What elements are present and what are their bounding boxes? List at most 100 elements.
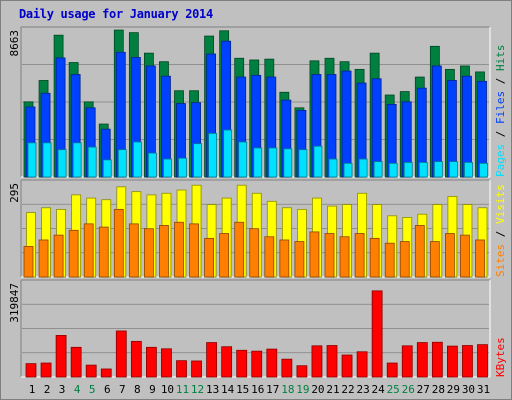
pages-bar (117, 149, 127, 178)
day-label: 18 (281, 383, 294, 396)
kbytes-bar (477, 344, 488, 378)
day-label: 15 (236, 383, 249, 396)
day-label: 3 (59, 383, 66, 396)
sites-bar (475, 239, 485, 278)
files-bar (462, 75, 472, 178)
pages-bar (42, 142, 52, 178)
kbytes-bar (221, 346, 233, 378)
files-bar (477, 80, 487, 178)
day-label: 28 (432, 383, 445, 396)
kbytes-bar (85, 364, 97, 378)
sites-bar (414, 225, 425, 278)
kbytes-bar (115, 330, 127, 378)
kbytes-bar (176, 360, 187, 378)
kbytes-bar (416, 342, 428, 378)
day-label: 26 (402, 383, 415, 396)
hits-ymax-label: 8663 (8, 30, 21, 57)
kbytes-bar (401, 345, 413, 378)
pages-bar (238, 141, 248, 178)
day-label: 31 (477, 383, 490, 396)
sites-bar (38, 239, 49, 278)
kbytes-bar (296, 365, 308, 378)
pages-bar (268, 147, 278, 178)
kbytes-bar (251, 350, 263, 378)
pages-bar (343, 162, 353, 178)
day-label: 17 (266, 383, 279, 396)
sites-bar (264, 236, 275, 278)
sites-bar (98, 226, 109, 278)
sites-bar (249, 228, 260, 278)
pages-bar (418, 162, 428, 178)
pages-bar (313, 145, 323, 178)
kbytes-bar (266, 348, 278, 378)
pages-bar (283, 148, 293, 178)
day-label: 16 (251, 383, 264, 396)
visits-sites-legend: Sites / Visits (494, 184, 507, 277)
pages-bar (72, 142, 82, 178)
sites-bar (159, 225, 169, 278)
sites-bar (174, 221, 184, 278)
kbytes-legend: KBytes (494, 337, 507, 377)
pages-bar (433, 161, 443, 178)
sites-bar (83, 223, 94, 278)
day-label: 10 (161, 383, 174, 396)
kbytes-bar (161, 348, 172, 378)
sites-bar (23, 246, 34, 278)
day-label: 13 (206, 383, 219, 396)
pages-bar (223, 129, 233, 178)
files-bar (341, 70, 352, 178)
visits-sites-legend-sites: Sites (494, 244, 507, 277)
pages-bar (132, 141, 142, 178)
kbytes-bar (130, 340, 142, 378)
day-label: 20 (311, 383, 324, 396)
sites-bar (113, 208, 124, 278)
pages-bar (298, 149, 308, 178)
sites-bar (234, 221, 245, 278)
pages-bar (464, 162, 473, 178)
day-label: 23 (356, 383, 369, 396)
kbytes-bar (281, 358, 293, 378)
kbytes-ymax-label: 319847 (8, 283, 21, 323)
day-label: 30 (462, 383, 475, 396)
day-label: 22 (341, 383, 354, 396)
sites-bar (189, 223, 199, 278)
kbytes-bar (236, 349, 248, 378)
sites-bar (128, 223, 139, 278)
day-label: 5 (89, 383, 96, 396)
pages-bar (57, 149, 67, 178)
kbytes-bar (40, 362, 52, 378)
kbytes-bar (55, 335, 67, 378)
sites-bar (460, 234, 470, 278)
day-label: 29 (447, 383, 460, 396)
sites-bar (219, 233, 230, 278)
pages-bar (358, 158, 368, 178)
day-label: 11 (176, 383, 189, 396)
sites-bar (279, 239, 290, 278)
sites-bar (53, 234, 64, 278)
visits-sites-legend-visits: Visits (494, 184, 507, 224)
pages-bar (448, 161, 458, 178)
pages-bar (373, 161, 383, 178)
day-label: 4 (74, 383, 81, 396)
pages-bar (479, 162, 488, 178)
sites-bar (68, 229, 79, 278)
sites-bar (294, 241, 305, 278)
sites-bar (339, 236, 350, 278)
day-label: 21 (326, 383, 339, 396)
sites-bar (444, 233, 455, 278)
kbytes-bar (311, 345, 323, 378)
sites-bar (324, 233, 335, 278)
kbytes-bar (462, 345, 473, 378)
sites-bar (384, 242, 395, 278)
day-label: 25 (387, 383, 400, 396)
day-label: 27 (417, 383, 430, 396)
day-label: 8 (134, 383, 141, 396)
sites-bar (143, 228, 154, 278)
sites-bar (369, 237, 380, 278)
sites-bar (309, 231, 320, 278)
kbytes-bar (386, 362, 398, 378)
day-label: 2 (44, 383, 51, 396)
day-label: 14 (221, 383, 235, 396)
kbytes-bar (25, 363, 37, 378)
pages-bar (403, 162, 413, 178)
